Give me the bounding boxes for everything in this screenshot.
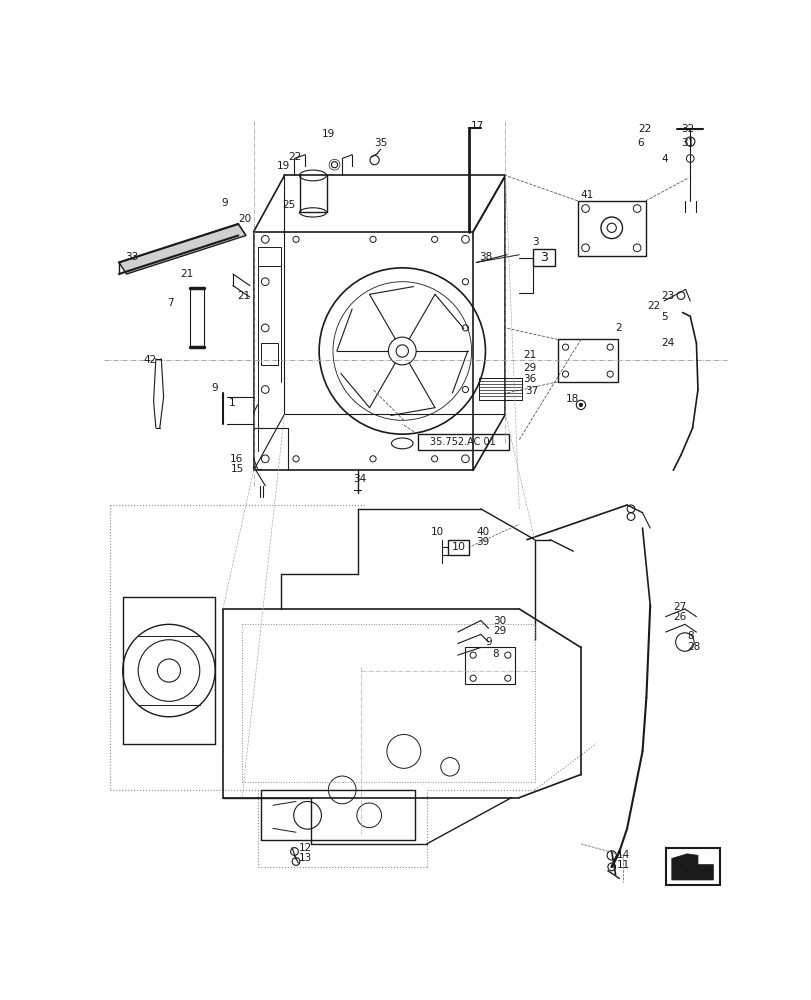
Bar bbox=[478, 378, 521, 400]
Text: 9: 9 bbox=[485, 637, 491, 647]
Text: 10: 10 bbox=[430, 527, 444, 537]
Text: 20: 20 bbox=[238, 214, 251, 224]
Bar bbox=[448, 540, 468, 555]
Text: 34: 34 bbox=[353, 474, 366, 484]
Text: 1: 1 bbox=[229, 398, 235, 408]
Polygon shape bbox=[671, 854, 697, 880]
Text: 16: 16 bbox=[230, 454, 242, 464]
Text: 25: 25 bbox=[282, 200, 295, 210]
Text: 26: 26 bbox=[672, 612, 686, 622]
Text: 11: 11 bbox=[616, 860, 629, 870]
Text: 7: 7 bbox=[166, 298, 173, 308]
Text: 19: 19 bbox=[322, 129, 335, 139]
Bar bbox=[417, 434, 508, 450]
Text: 8: 8 bbox=[491, 649, 499, 659]
Text: 29: 29 bbox=[522, 363, 536, 373]
Bar bbox=[557, 339, 617, 382]
Text: 22: 22 bbox=[638, 124, 651, 134]
Text: 29: 29 bbox=[492, 626, 506, 636]
Text: 35: 35 bbox=[374, 138, 388, 148]
Text: 9: 9 bbox=[211, 383, 217, 393]
Text: 21: 21 bbox=[522, 350, 536, 360]
Text: 17: 17 bbox=[470, 121, 483, 131]
Text: 8: 8 bbox=[686, 631, 693, 641]
Text: 22: 22 bbox=[646, 301, 659, 311]
Text: 15: 15 bbox=[230, 464, 243, 474]
Text: 41: 41 bbox=[580, 190, 594, 200]
Text: 12: 12 bbox=[298, 843, 312, 853]
Text: 6: 6 bbox=[637, 138, 643, 148]
Text: 19: 19 bbox=[277, 161, 290, 171]
Text: 13: 13 bbox=[298, 853, 312, 863]
Text: 35.752.AC 01: 35.752.AC 01 bbox=[430, 437, 496, 447]
Text: 37: 37 bbox=[524, 386, 538, 396]
Text: 23: 23 bbox=[660, 291, 673, 301]
Text: 21: 21 bbox=[180, 269, 194, 279]
Text: 21: 21 bbox=[237, 291, 251, 301]
Polygon shape bbox=[671, 855, 713, 880]
Text: 38: 38 bbox=[478, 252, 492, 262]
Text: 4: 4 bbox=[660, 153, 667, 163]
Text: 10: 10 bbox=[451, 542, 465, 552]
Bar bbox=[261, 343, 278, 365]
Text: 2: 2 bbox=[615, 323, 621, 333]
Text: 33: 33 bbox=[125, 252, 138, 262]
Text: 30: 30 bbox=[492, 615, 505, 626]
Circle shape bbox=[579, 403, 581, 406]
Text: 28: 28 bbox=[686, 642, 700, 652]
Text: 40: 40 bbox=[475, 527, 489, 537]
Text: 24: 24 bbox=[660, 338, 673, 348]
Text: 9: 9 bbox=[221, 198, 228, 208]
Text: 3: 3 bbox=[539, 251, 547, 264]
Text: 14: 14 bbox=[616, 850, 629, 860]
Text: 31: 31 bbox=[680, 138, 693, 148]
Text: 18: 18 bbox=[564, 394, 578, 404]
Text: 3: 3 bbox=[531, 237, 538, 247]
Bar bbox=[665, 848, 719, 885]
Text: 39: 39 bbox=[475, 537, 489, 547]
Text: 42: 42 bbox=[144, 355, 157, 365]
Text: 27: 27 bbox=[672, 602, 686, 612]
Text: 32: 32 bbox=[680, 124, 693, 134]
Text: 36: 36 bbox=[522, 374, 536, 384]
Polygon shape bbox=[118, 224, 246, 274]
Bar bbox=[533, 249, 554, 266]
Bar bbox=[577, 201, 645, 256]
Text: 22: 22 bbox=[288, 152, 301, 162]
Bar bbox=[465, 647, 515, 684]
Text: 5: 5 bbox=[660, 312, 667, 322]
